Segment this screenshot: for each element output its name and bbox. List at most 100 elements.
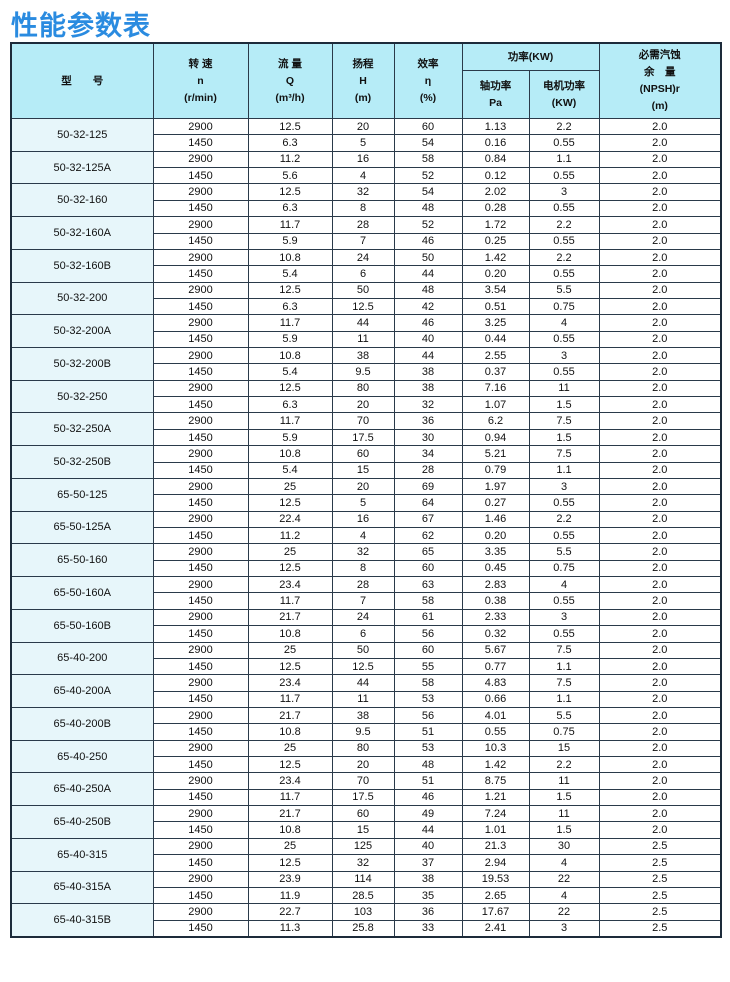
flow-cell: 11.7 [247, 314, 333, 332]
motor-power-cell: 5.5 [528, 543, 600, 561]
flow-cell: 10.8 [247, 445, 333, 463]
speed-cell: 2900 [152, 477, 249, 496]
table-row: 50-32-250 2900 12.5 80 38 7.16 11 2.0 [10, 379, 722, 414]
shaft-power-cell: 6.2 [461, 412, 530, 430]
model-cell: 65-40-250 [10, 739, 154, 774]
motor-power-cell: 0.55 [528, 494, 600, 512]
efficiency-cell: 67 [393, 510, 463, 528]
shaft-power-cell: 2.33 [461, 608, 530, 627]
table-row: 50-32-160B 2900 10.8 24 50 1.42 2.2 2.0 [10, 248, 722, 283]
table-row: 1450 12.5 32 37 2.94 4 2.5 [11, 854, 722, 872]
shaft-power-cell: 1.42 [461, 248, 530, 267]
npsh-cell: 2.0 [598, 674, 722, 692]
speed-cell: 2900 [152, 281, 249, 299]
shaft-power-cell: 5.67 [461, 641, 530, 659]
npsh-cell: 2.0 [598, 347, 722, 365]
efficiency-cell: 54 [393, 134, 463, 152]
model-cell: 65-50-160A [10, 576, 154, 610]
npsh-cell: 2.0 [598, 690, 722, 708]
efficiency-cell: 28 [393, 461, 463, 479]
head-cell: 24 [331, 608, 395, 627]
flow-cell: 11.7 [247, 690, 333, 708]
npsh-cell: 2.0 [598, 412, 722, 430]
flow-cell: 22.4 [247, 510, 333, 528]
shaft-power-cell: 3.54 [461, 281, 530, 299]
header-power: 功率(KW) [461, 42, 600, 71]
npsh-cell: 2.0 [598, 445, 722, 463]
speed-cell: 2900 [152, 805, 249, 823]
motor-power-cell: 0.55 [528, 625, 600, 643]
performance-table: 型 号 转 速 n (r/min) 流 量 Q (m³/h) 扬程 H (m) 效率 η (%)… [10, 42, 722, 938]
efficiency-cell: 38 [393, 379, 463, 398]
npsh-cell: 2.0 [598, 706, 722, 725]
model-cell: 65-40-315A [10, 870, 154, 905]
speed-cell: 2900 [152, 739, 249, 758]
head-cell: 15 [331, 821, 395, 839]
efficiency-cell: 48 [393, 756, 463, 774]
speed-cell: 2900 [152, 674, 249, 692]
head-cell: 4 [331, 167, 395, 185]
flow-cell: 5.6 [247, 167, 333, 185]
npsh-cell: 2.0 [598, 657, 722, 676]
motor-power-cell: 0.55 [528, 363, 600, 381]
npsh-cell: 2.0 [598, 150, 722, 169]
efficiency-cell: 44 [393, 265, 463, 283]
shaft-power-cell: 0.25 [461, 232, 530, 250]
motor-power-cell: 2.2 [528, 756, 600, 774]
motor-power-cell: 11 [528, 379, 600, 398]
flow-cell: 10.8 [247, 625, 333, 643]
table-row: 50-32-160A 2900 11.7 28 52 1.72 2.2 2.0 [10, 216, 722, 250]
shaft-power-cell: 0.51 [461, 297, 530, 316]
speed-cell: 1450 [152, 363, 249, 381]
npsh-cell: 2.0 [598, 183, 722, 201]
motor-power-cell: 3 [528, 608, 600, 627]
motor-power-cell: 3 [528, 919, 600, 938]
shaft-power-cell: 1.13 [461, 117, 530, 136]
table-row: 1450 11.9 28.5 35 2.65 4 2.5 [11, 886, 722, 905]
efficiency-cell: 48 [393, 281, 463, 299]
efficiency-cell: 50 [393, 248, 463, 267]
npsh-cell: 2.0 [598, 592, 722, 610]
flow-cell: 25 [247, 543, 333, 561]
motor-power-cell: 2.2 [528, 216, 600, 234]
table-row: 65-40-200A 2900 23.4 44 58 4.83 7.5 2.0 [10, 674, 722, 708]
shaft-power-cell: 0.38 [461, 592, 530, 610]
speed-cell: 1450 [152, 265, 249, 283]
model-cell: 50-32-160A [10, 216, 154, 250]
motor-power-cell: 2.2 [528, 510, 600, 528]
head-cell: 24 [331, 248, 395, 267]
efficiency-cell: 62 [393, 526, 463, 545]
flow-cell: 10.8 [247, 723, 333, 741]
speed-cell: 1450 [152, 723, 249, 741]
speed-cell: 2900 [152, 117, 249, 136]
speed-cell: 2900 [152, 379, 249, 398]
flow-cell: 23.4 [247, 576, 333, 594]
efficiency-cell: 38 [393, 363, 463, 381]
table-row: 50-32-200 2900 12.5 50 48 3.54 5.5 2.0 [10, 281, 722, 316]
npsh-cell: 2.0 [598, 167, 722, 185]
head-cell: 17.5 [331, 428, 395, 447]
table-row: 65-40-315A 2900 23.9 114 38 19.53 22 2.5 [10, 870, 722, 905]
head-cell: 70 [331, 412, 395, 430]
npsh-cell: 2.0 [598, 314, 722, 332]
table-row: 65-50-125 2900 25 20 69 1.97 3 2.0 [10, 477, 722, 512]
table-row: 50-32-160 2900 12.5 32 54 2.02 3 2.0 [10, 183, 722, 218]
speed-cell: 1450 [152, 330, 249, 349]
shaft-power-cell: 0.79 [461, 461, 530, 479]
efficiency-cell: 46 [393, 788, 463, 807]
head-cell: 12.5 [331, 657, 395, 676]
efficiency-cell: 44 [393, 347, 463, 365]
efficiency-cell: 33 [393, 919, 463, 938]
speed-cell: 2900 [152, 706, 249, 725]
model-cell: 65-40-200A [10, 674, 154, 708]
motor-power-cell: 0.75 [528, 297, 600, 316]
flow-cell: 11.7 [247, 216, 333, 234]
shaft-power-cell: 0.27 [461, 494, 530, 512]
motor-power-cell: 3 [528, 347, 600, 365]
npsh-cell: 2.0 [598, 297, 722, 316]
head-cell: 60 [331, 805, 395, 823]
flow-cell: 25 [247, 477, 333, 496]
efficiency-cell: 52 [393, 216, 463, 234]
motor-power-cell: 11 [528, 805, 600, 823]
flow-cell: 12.5 [247, 854, 333, 872]
